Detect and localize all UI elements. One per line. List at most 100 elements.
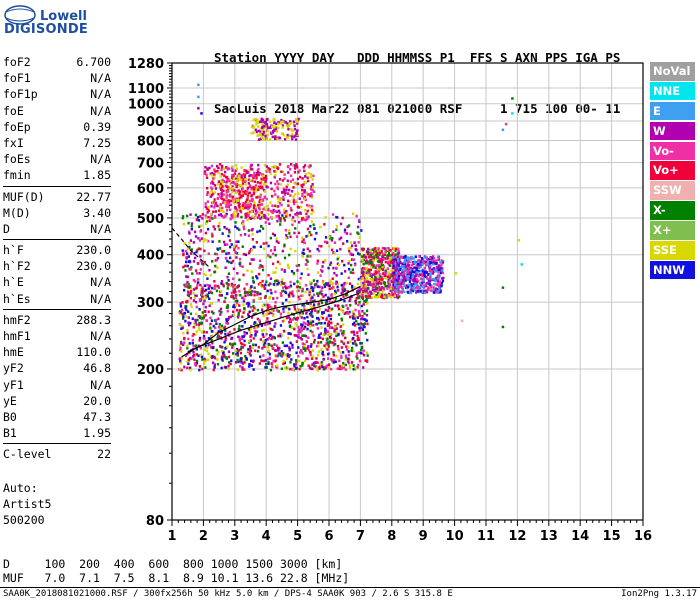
echo-point: [275, 364, 279, 368]
echo-point: [222, 180, 225, 183]
echo-point: [313, 338, 316, 342]
echo-point: [234, 299, 238, 303]
echo-point: [234, 207, 237, 210]
echo-point: [330, 294, 333, 297]
echo-point: [387, 259, 390, 262]
echo-point: [232, 212, 236, 216]
echo-point: [267, 167, 270, 170]
echo-point: [412, 285, 415, 288]
echo-point: [267, 360, 270, 364]
param-row: MUF(D) 22.77: [3, 189, 111, 205]
echo-point: [225, 321, 228, 325]
echo-point: [362, 281, 365, 285]
echo-point: [277, 182, 280, 186]
echo-point: [358, 359, 362, 363]
echo-point: [230, 181, 233, 185]
echo-point: [290, 358, 293, 361]
echo-point: [346, 307, 349, 310]
echo-point: [305, 258, 308, 262]
echo-point: [321, 270, 324, 273]
echo-point: [231, 295, 234, 298]
echo-point: [388, 283, 391, 287]
param-value: 22.77: [76, 189, 111, 204]
echo-point: [226, 208, 229, 212]
echo-point: [203, 289, 206, 293]
echo-point: [225, 180, 228, 184]
echo-point: [283, 208, 286, 211]
echo-point: [393, 275, 396, 279]
echo-point: [217, 171, 220, 175]
echo-point: [386, 257, 389, 260]
echo-point: [186, 275, 189, 279]
echo-point: [249, 217, 253, 220]
echo-point: [438, 280, 442, 283]
echo-point: [232, 352, 235, 355]
echo-point: [419, 261, 422, 264]
echo-point: [249, 354, 252, 357]
echo-point: [300, 272, 303, 276]
echo-point: [292, 186, 295, 189]
echo-point: [273, 128, 276, 132]
echo-point: [244, 189, 247, 193]
echo-point: [365, 313, 369, 317]
param-value: N/A: [90, 71, 111, 86]
echo-point: [440, 259, 443, 262]
echo-point: [326, 324, 329, 327]
echo-point: [247, 191, 250, 195]
echo-point: [434, 287, 437, 290]
echo-point: [291, 292, 294, 295]
echo-point: [186, 352, 189, 356]
echo-point: [378, 260, 381, 264]
echo-point: [210, 164, 213, 168]
echo-point: [245, 331, 248, 335]
echo-point: [216, 164, 219, 168]
echo-point: [424, 282, 428, 286]
param-row: fxI 7.25: [3, 135, 111, 151]
echo-point: [316, 327, 319, 330]
echo-point: [289, 180, 292, 183]
echo-point: [227, 199, 230, 203]
echo-point: [213, 287, 216, 290]
echo-point: [182, 343, 185, 346]
echo-point: [273, 189, 276, 193]
echo-point: [295, 118, 298, 121]
echo-point: [182, 331, 185, 335]
echo-point: [339, 297, 343, 301]
echo-point: [248, 250, 251, 253]
echo-point: [310, 204, 314, 208]
echo-point: [417, 263, 420, 266]
echo-point: [317, 302, 321, 305]
echo-point: [430, 268, 434, 271]
echo-point: [269, 282, 272, 286]
echo-point: [309, 224, 312, 228]
echo-point: [352, 317, 355, 320]
echo-point: [257, 345, 260, 349]
echo-point: [392, 284, 395, 287]
echo-point: [263, 216, 266, 219]
echo-point: [233, 189, 236, 192]
echo-point: [430, 289, 433, 292]
echo-point: [316, 247, 319, 251]
echo-point: [229, 342, 232, 345]
echo-point: [217, 335, 220, 338]
echo-point: [287, 204, 290, 207]
echo-point: [406, 276, 409, 279]
echo-point: [191, 334, 194, 338]
echo-point: [303, 197, 306, 200]
echo-point: [186, 264, 189, 268]
echo-point: [265, 362, 268, 366]
echo-point: [434, 262, 437, 265]
echo-point: [241, 296, 244, 300]
echo-point: [207, 205, 210, 209]
echo-point: [241, 265, 244, 268]
echo-point: [276, 197, 280, 200]
echo-point: [277, 214, 280, 218]
echo-point: [266, 133, 269, 137]
echo-point: [221, 232, 224, 235]
echo-point: [199, 316, 202, 319]
echo-point: [252, 192, 255, 196]
echo-point: [353, 241, 356, 244]
echo-point: [310, 357, 314, 360]
echo-point: [289, 167, 292, 171]
echo-point: [368, 270, 371, 274]
